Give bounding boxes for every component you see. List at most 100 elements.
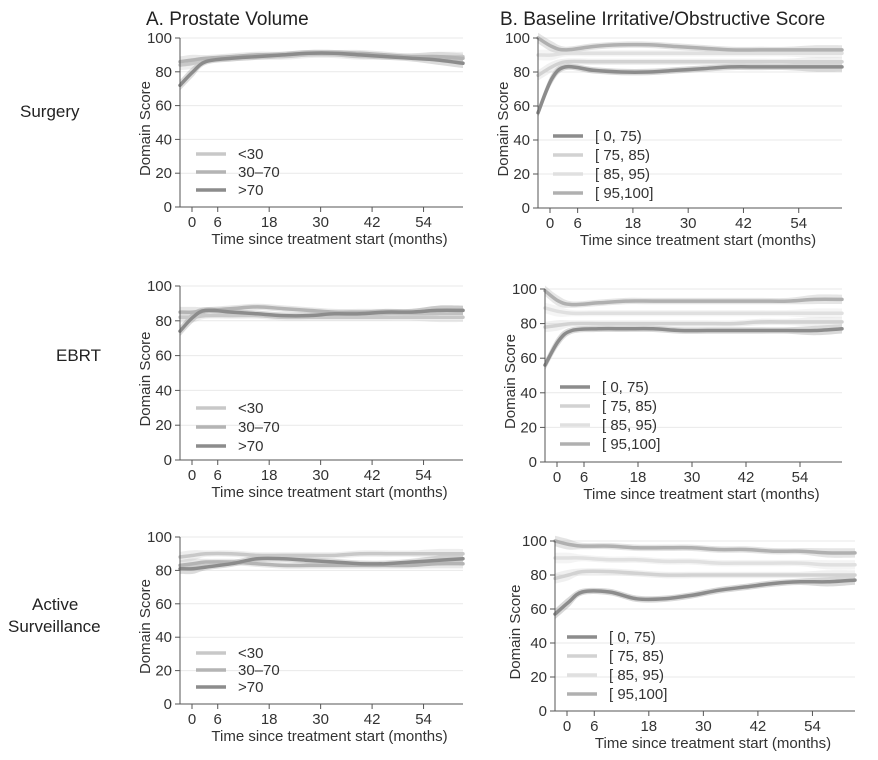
y-tick-label: 0	[164, 696, 172, 713]
series-line-3	[543, 288, 844, 307]
y-tick-label: 0	[164, 199, 172, 216]
y-tick-label: 20	[155, 663, 172, 680]
series-line-3	[553, 539, 857, 555]
x-tick-label: 0	[563, 718, 571, 735]
x-tick-label: 54	[415, 467, 432, 484]
x-tick-label: 6	[580, 469, 588, 486]
y-tick-label: 20	[530, 669, 547, 686]
y-axis-title: Domain Score	[137, 331, 154, 426]
y-tick-label: 100	[147, 278, 172, 295]
x-tick-label: 30	[695, 718, 712, 735]
legend-label: >70	[238, 182, 263, 199]
y-tick-label: 80	[520, 316, 537, 333]
y-axis-title: Domain Score	[137, 81, 154, 176]
series-line-0	[553, 578, 857, 616]
x-tick-label: 6	[214, 711, 222, 728]
x-tick-label: 54	[415, 711, 432, 728]
x-tick-label: 6	[214, 214, 222, 231]
legend-label: [ 95,100]	[602, 436, 660, 453]
legend-label: [ 75, 85)	[609, 648, 664, 665]
series-line-2	[543, 306, 844, 316]
series-line-1	[536, 59, 844, 78]
y-tick-label: 100	[522, 533, 547, 550]
y-axis-title: Domain Score	[137, 579, 154, 674]
row-label-active-surveillance: Active Surveillance	[8, 595, 101, 636]
y-tick-label: 20	[155, 417, 172, 434]
series-line-0	[178, 551, 465, 559]
series-line-2	[553, 556, 857, 567]
y-tick-label: 60	[530, 601, 547, 618]
legend-label: [ 95,100]	[595, 185, 653, 202]
legend-label: [ 85, 95)	[609, 667, 664, 684]
x-tick-label: 42	[364, 467, 381, 484]
y-tick-label: 40	[520, 385, 537, 402]
legend-label: >70	[238, 679, 263, 696]
legend: [ 0, 75) [ 75, 85) [ 85, 95) [ 95,100]	[553, 128, 653, 202]
x-tick-label: 30	[312, 711, 329, 728]
y-axis-title: Domain Score	[502, 334, 519, 429]
y-tick-label: 80	[155, 562, 172, 579]
x-axis-title: Time since treatment start (months)	[211, 728, 447, 745]
x-tick-label: 6	[573, 215, 581, 232]
x-axis-title: Time since treatment start (months)	[595, 735, 831, 752]
x-axis-title: Time since treatment start (months)	[211, 231, 447, 248]
y-tick-label: 20	[513, 166, 530, 183]
x-tick-label: 42	[738, 469, 755, 486]
row-label-line: Active	[32, 595, 78, 614]
legend-label: >70	[238, 438, 263, 455]
legend-label: [ 0, 75)	[602, 379, 649, 396]
x-tick-label: 0	[188, 214, 196, 231]
x-tick-label: 18	[625, 215, 642, 232]
legend: [ 0, 75) [ 75, 85) [ 85, 95) [ 95,100]	[560, 379, 660, 453]
legend-label: 30–70	[238, 419, 280, 436]
x-tick-label: 0	[546, 215, 554, 232]
series-line-2	[536, 51, 844, 57]
column-title-b: B. Baseline Irritative/Obstructive Score	[500, 9, 825, 30]
y-tick-label: 60	[513, 98, 530, 115]
x-tick-label: 0	[553, 469, 561, 486]
y-tick-label: 60	[155, 98, 172, 115]
y-tick-label: 40	[155, 131, 172, 148]
y-tick-label: 80	[513, 64, 530, 81]
x-tick-label: 30	[312, 214, 329, 231]
x-tick-label: 42	[735, 215, 752, 232]
legend-label: [ 85, 95)	[595, 166, 650, 183]
x-tick-label: 42	[750, 718, 767, 735]
series-line-1	[178, 560, 465, 568]
series-line-2	[178, 556, 465, 571]
series-line-2	[178, 308, 465, 333]
series-line-1	[553, 569, 857, 581]
x-tick-label: 30	[680, 215, 697, 232]
y-tick-label: 100	[147, 529, 172, 546]
x-tick-label: 54	[804, 718, 821, 735]
x-tick-label: 0	[188, 711, 196, 728]
x-tick-label: 18	[261, 467, 278, 484]
confidence-band	[180, 49, 463, 91]
x-tick-label: 6	[214, 467, 222, 484]
series-line-3	[536, 36, 844, 52]
y-tick-label: 0	[164, 452, 172, 469]
legend-label: [ 85, 95)	[602, 417, 657, 434]
x-tick-label: 30	[684, 469, 701, 486]
series-line-2	[178, 51, 465, 88]
y-tick-label: 100	[512, 281, 537, 298]
x-axis-title: Time since treatment start (months)	[583, 486, 819, 503]
x-tick-label: 42	[364, 214, 381, 231]
x-tick-label: 18	[630, 469, 647, 486]
y-tick-label: 0	[529, 454, 537, 471]
y-tick-label: 100	[505, 30, 530, 47]
row-label-line: Surveillance	[8, 617, 101, 636]
series-line-0	[536, 64, 844, 115]
x-tick-label: 18	[261, 214, 278, 231]
y-tick-label: 0	[539, 703, 547, 720]
x-tick-label: 54	[415, 214, 432, 231]
legend-label: [ 0, 75)	[595, 128, 642, 145]
x-tick-label: 0	[188, 467, 196, 484]
